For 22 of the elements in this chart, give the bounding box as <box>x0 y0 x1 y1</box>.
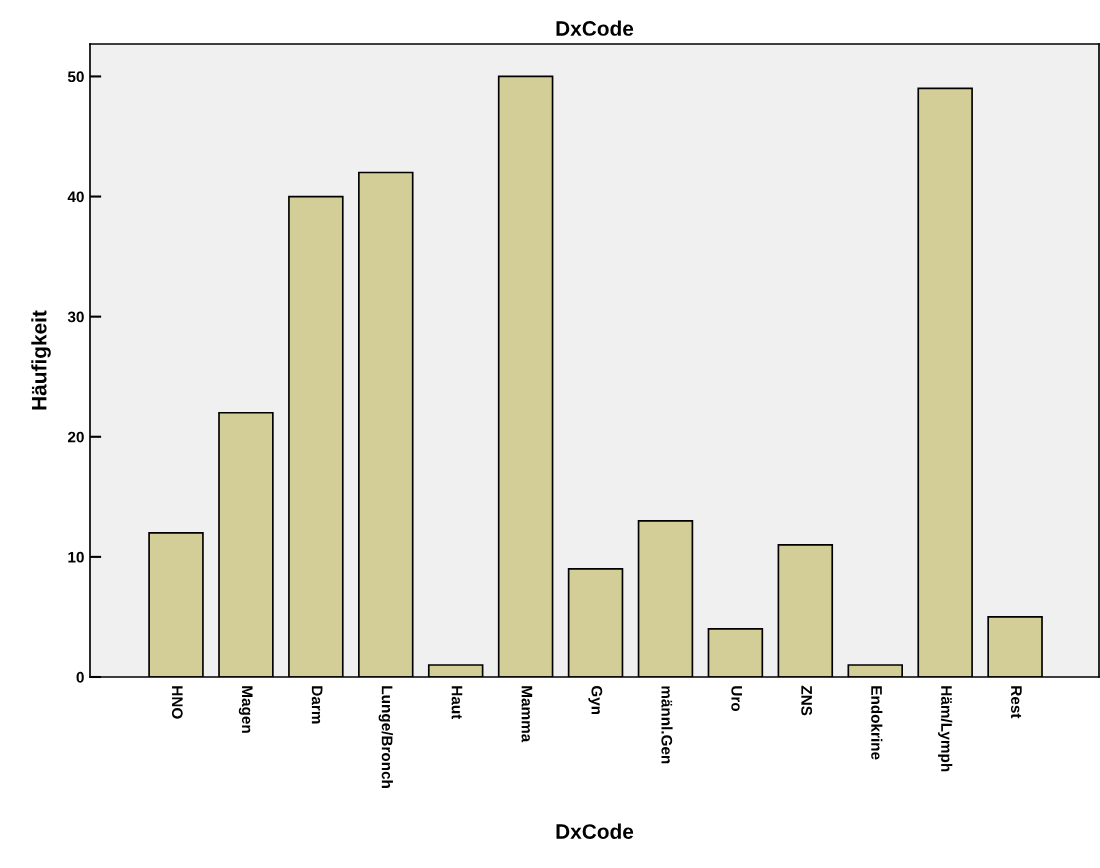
x-tick-label: Lunge/Bronch <box>378 686 393 788</box>
y-axis-title: Häufigkeit <box>31 310 51 410</box>
x-tick-label: Uro <box>731 686 742 712</box>
x-tick-label: Häm/Lymph <box>938 686 953 772</box>
y-tick-label: 30 <box>67 311 84 323</box>
y-tick-label: 20 <box>67 431 84 443</box>
x-tick-label: Magen <box>238 686 253 733</box>
x-tick-label: ZNS <box>801 685 813 716</box>
y-tick-label: 40 <box>67 191 84 203</box>
x-axis-title: DxCode <box>556 823 634 839</box>
x-tick-label: Haut <box>451 686 463 720</box>
x-tick-label: Rest <box>1010 686 1022 719</box>
y-tick-label: 50 <box>67 71 84 83</box>
x-tick-label: Darm <box>311 686 323 724</box>
y-tick-label: 0 <box>76 671 84 683</box>
y-tick-label: 10 <box>68 551 84 563</box>
x-tick-label: männl.Gen <box>661 686 673 764</box>
chart-title: DxCode <box>556 20 634 36</box>
x-tick-label: Endokrine <box>871 686 883 760</box>
x-tick-label: Gyn <box>588 685 603 715</box>
x-tick-label: Mamma <box>521 686 533 743</box>
x-tick-label: HNO <box>171 686 183 719</box>
